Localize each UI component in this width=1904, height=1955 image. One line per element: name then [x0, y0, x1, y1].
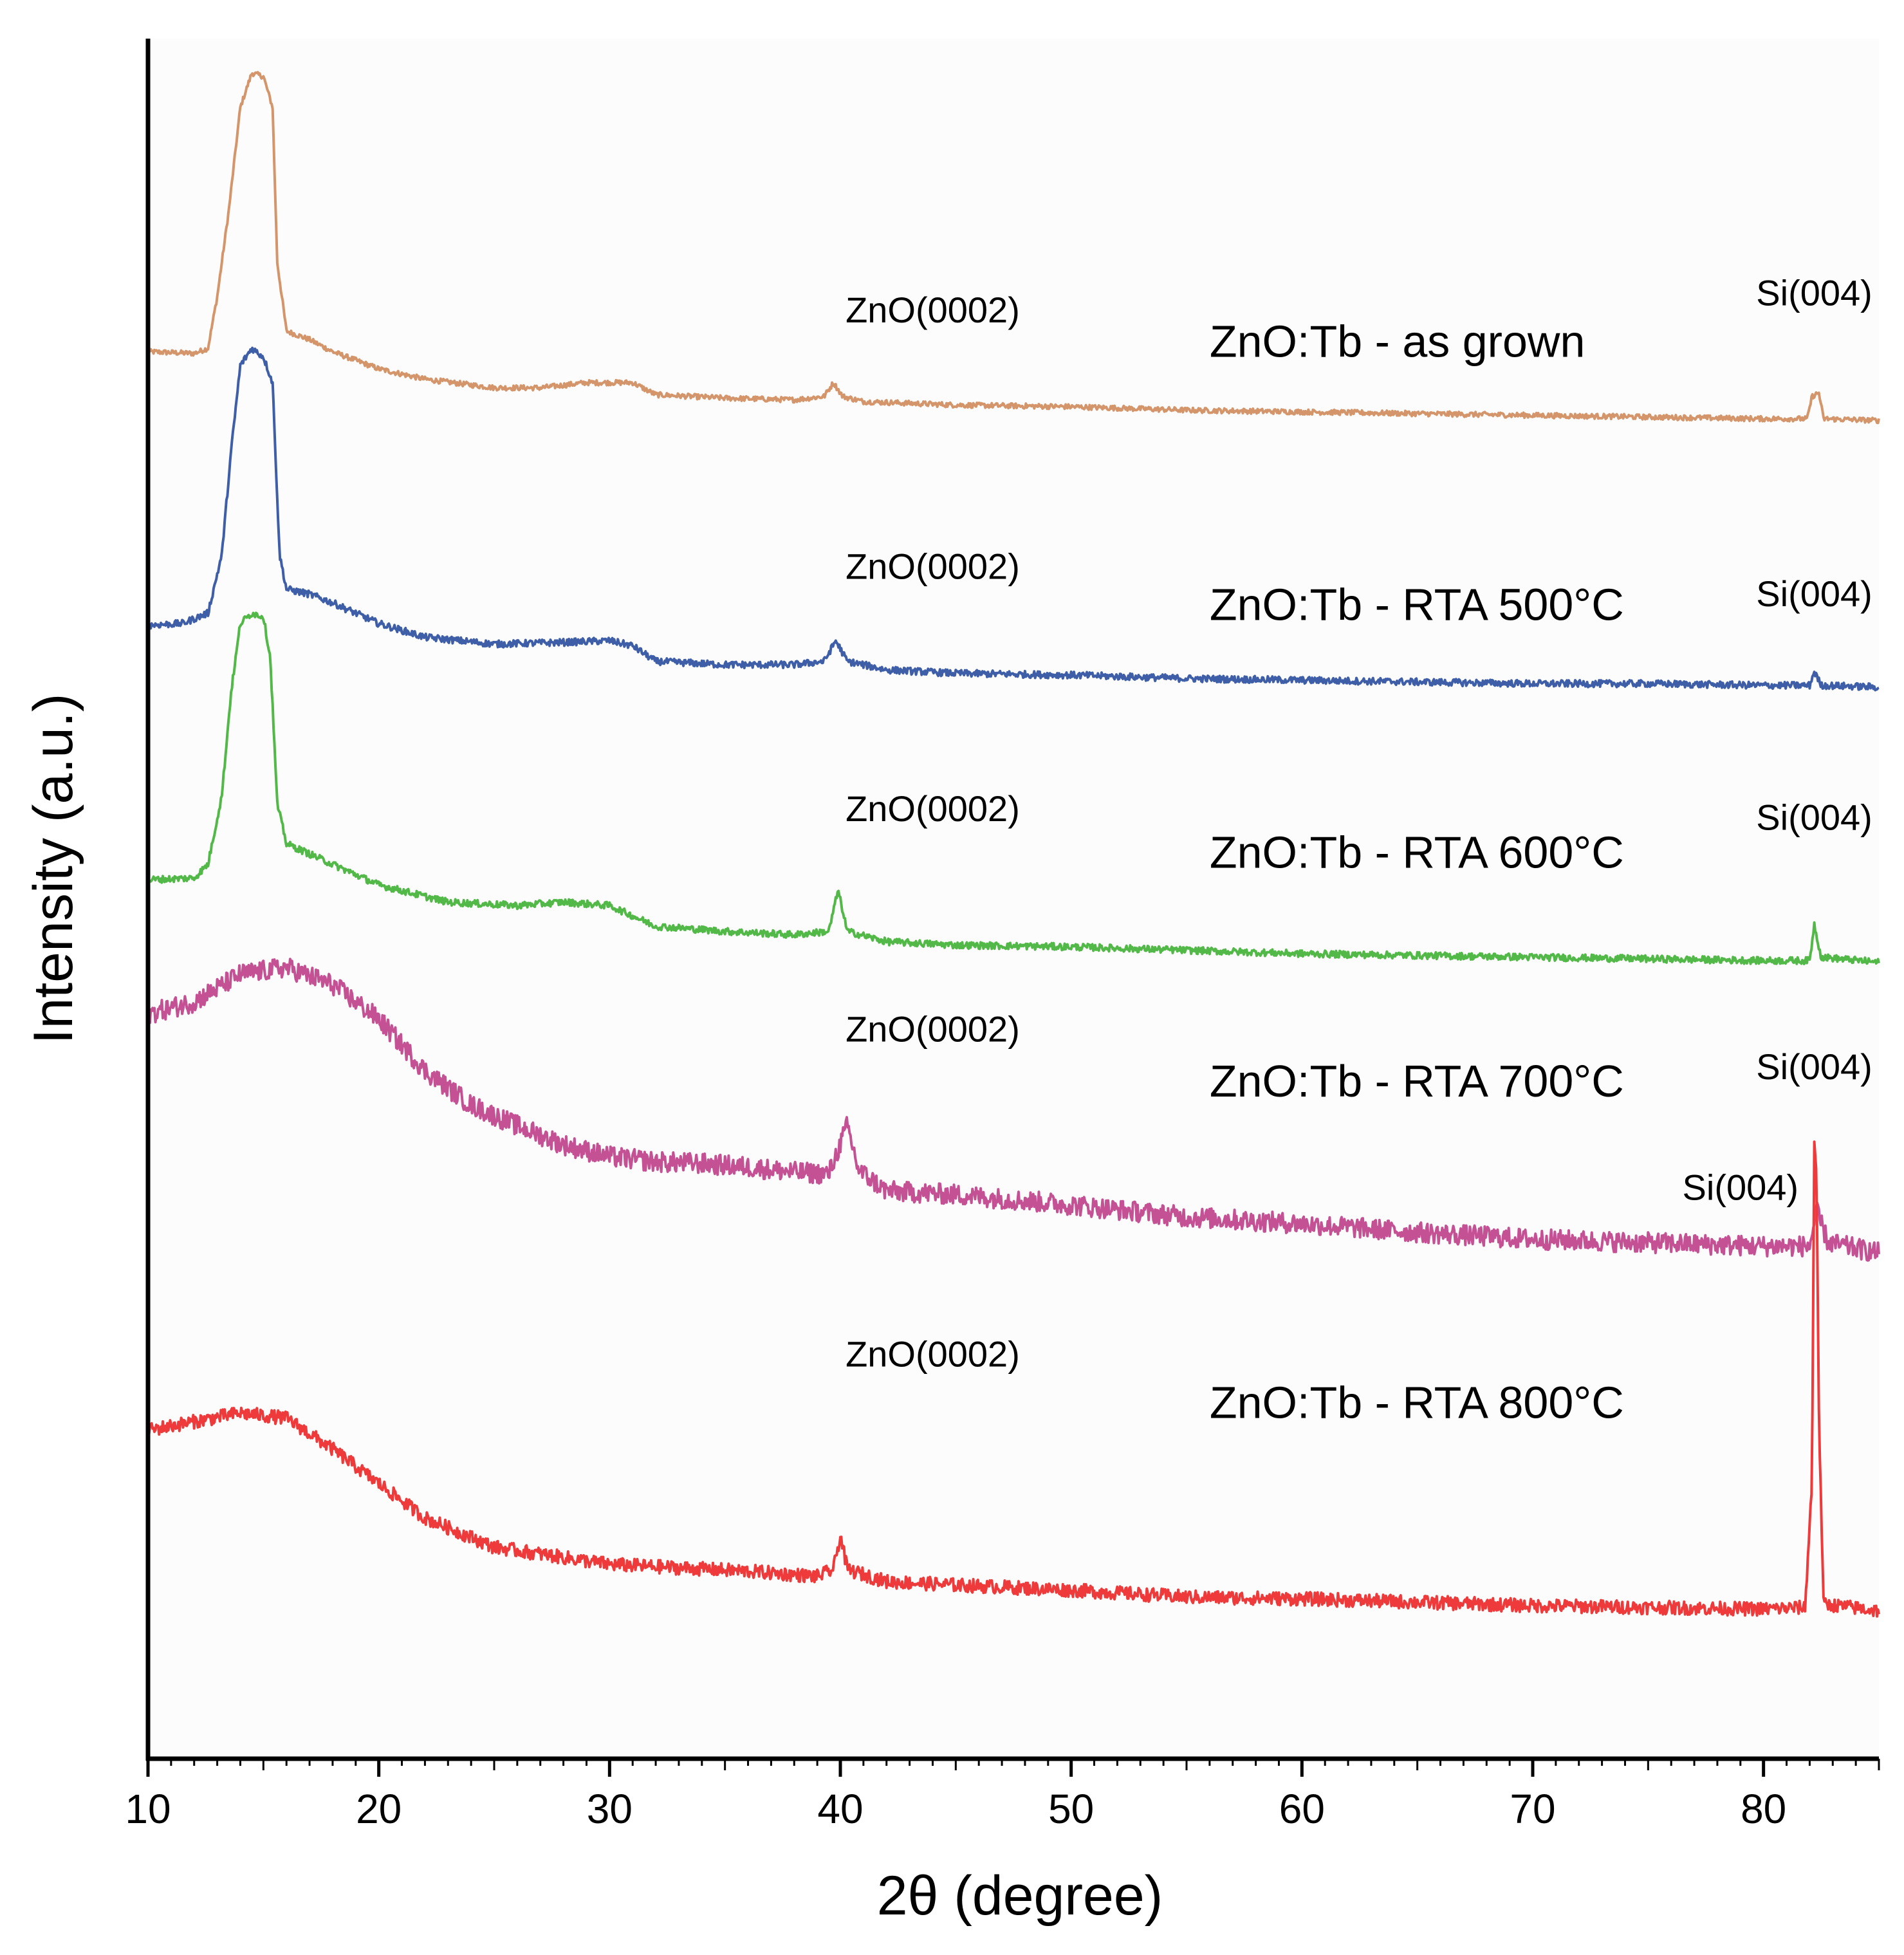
series-label-1: ZnO:Tb - as grown: [1210, 317, 1585, 367]
x-tick-label: 50: [1048, 1786, 1094, 1832]
si-peak-label: Si(004): [1756, 272, 1872, 313]
si-peak-label: Si(004): [1756, 1046, 1872, 1087]
traces-group: [147, 71, 1880, 1618]
x-tick-label: 10: [125, 1786, 171, 1832]
x-tick-label: 40: [817, 1786, 863, 1832]
series-label-3: ZnO:Tb - RTA 600°C: [1210, 827, 1624, 877]
zno-peak-label: ZnO(0002): [846, 1008, 1020, 1049]
zno-peak-label: ZnO(0002): [846, 788, 1020, 829]
si-peak-label: Si(004): [1756, 573, 1872, 614]
x-tick-label: 60: [1279, 1786, 1325, 1832]
x-axis-label: 2θ (degree): [877, 1865, 1163, 1927]
series-line-4: [147, 958, 1880, 1262]
zno-peak-label: ZnO(0002): [846, 546, 1020, 586]
series-line-5: [147, 1140, 1880, 1618]
y-axis-label: Intensity (a.u.): [23, 694, 84, 1044]
series-line-2: [147, 346, 1880, 692]
ticks-group: 10 20 30 40 50 60 70 80: [125, 1759, 1880, 1832]
x-tick-label: 20: [356, 1786, 402, 1832]
series-label-5: ZnO:Tb - RTA 800°C: [1210, 1378, 1624, 1428]
series-label-4: ZnO:Tb - RTA 700°C: [1210, 1056, 1624, 1106]
si-peak-label: Si(004): [1683, 1167, 1799, 1207]
series-line-3: [147, 611, 1880, 965]
zno-peak-label: ZnO(0002): [846, 290, 1020, 330]
series-label-2: ZnO:Tb - RTA 500°C: [1210, 579, 1624, 629]
zno-peak-label: ZnO(0002): [846, 1334, 1020, 1375]
annotations-group: ZnO:Tb - as grown ZnO:Tb - RTA 500°C ZnO:T…: [846, 272, 1872, 1427]
x-tick-label: 70: [1510, 1786, 1555, 1832]
x-tick-label: 80: [1741, 1786, 1786, 1832]
si-peak-label: Si(004): [1756, 797, 1872, 838]
series-line-1: [147, 71, 1880, 425]
axes-group: [145, 39, 1879, 1761]
x-tick-label: 30: [587, 1786, 633, 1832]
